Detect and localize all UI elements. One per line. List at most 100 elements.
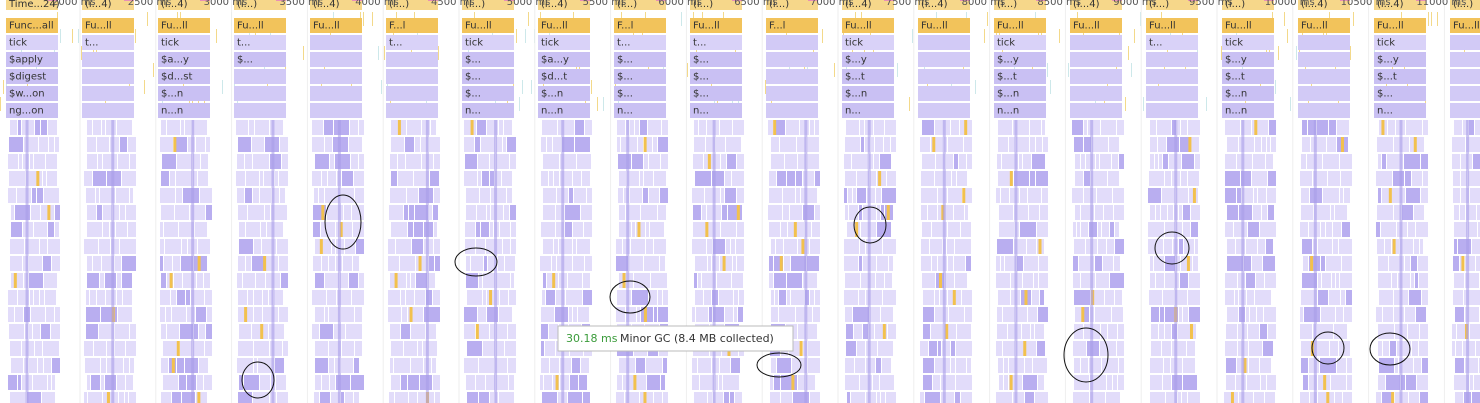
call-bar	[31, 307, 45, 322]
frame-bar	[1298, 86, 1350, 101]
call-bar	[29, 358, 37, 373]
call-bar	[103, 392, 118, 403]
call-bar	[796, 171, 802, 186]
event-tick	[144, 80, 145, 94]
call-bar	[1151, 324, 1158, 339]
call-bar	[1300, 324, 1312, 339]
frame-bar	[234, 103, 286, 118]
call-bar	[1378, 324, 1394, 339]
event-tick	[303, 46, 304, 60]
frame-label: $a...y	[161, 55, 189, 66]
call-bar	[1227, 307, 1238, 322]
call-bar	[1318, 290, 1328, 305]
call-bar	[1455, 358, 1464, 373]
call-bar	[921, 171, 934, 186]
gc-bar	[722, 256, 726, 271]
call-bar	[715, 375, 718, 390]
call-bar	[1401, 375, 1405, 390]
frame-label: $...	[617, 72, 633, 83]
call-bar	[111, 239, 119, 254]
call-bar	[1321, 256, 1325, 271]
call-bar	[191, 290, 204, 305]
call-bar	[955, 273, 967, 288]
gc-bar	[244, 307, 248, 322]
call-bar	[1165, 273, 1174, 288]
call-bar	[1472, 392, 1480, 403]
call-bar	[193, 341, 204, 356]
call-bar	[464, 358, 478, 373]
call-bar	[187, 307, 195, 322]
call-bar	[86, 307, 100, 322]
call-bar	[464, 171, 477, 186]
call-bar	[1405, 307, 1415, 322]
circle	[756, 352, 802, 378]
call-bar	[429, 205, 432, 220]
gc-bar	[552, 273, 556, 288]
call-bar	[263, 307, 278, 322]
call-bar	[1387, 154, 1403, 169]
call-bar	[725, 171, 731, 186]
call-bar	[353, 222, 364, 237]
call-bar	[1150, 375, 1162, 390]
call-bar	[41, 120, 47, 135]
call-bar	[552, 256, 556, 271]
frame-bar	[1222, 103, 1274, 118]
timer-bar	[158, 0, 210, 10]
event-tick	[1068, 63, 1069, 77]
call-bar	[465, 222, 475, 237]
call-bar	[708, 392, 712, 403]
call-bar	[889, 256, 893, 271]
call-bar	[1382, 392, 1394, 403]
call-bar	[55, 222, 59, 237]
call-bar	[426, 324, 436, 339]
frame-bar	[1146, 69, 1198, 84]
call-bar	[1302, 239, 1312, 254]
call-bar	[1038, 375, 1044, 390]
call-bar	[1074, 375, 1089, 390]
call-bar	[738, 307, 743, 322]
call-bar	[769, 188, 782, 203]
call-bar	[1088, 120, 1100, 135]
call-bar	[543, 188, 556, 203]
call-bar	[1454, 205, 1459, 220]
call-bar	[395, 392, 408, 403]
call-bar	[1302, 137, 1310, 152]
call-bar	[637, 307, 640, 322]
call-bar	[550, 358, 559, 373]
call-bar	[923, 290, 934, 305]
call-bar	[205, 290, 212, 305]
gc-bar	[1323, 375, 1327, 390]
call-bar	[617, 375, 622, 390]
call-bar	[719, 375, 722, 390]
call-bar	[1411, 273, 1414, 288]
call-bar	[391, 375, 400, 390]
call-bar	[957, 171, 967, 186]
call-bar	[938, 188, 947, 203]
gc-bar	[1391, 392, 1395, 403]
call-bar	[1314, 205, 1330, 220]
call-bar	[583, 273, 590, 288]
call-bar	[327, 290, 336, 305]
call-bar	[193, 154, 200, 169]
frame-bar	[1298, 69, 1350, 84]
call-bar	[791, 256, 806, 271]
call-bar	[324, 120, 333, 135]
call-bar	[616, 392, 624, 403]
call-bar	[490, 171, 494, 186]
call-bar	[428, 273, 435, 288]
event-tick	[597, 97, 598, 111]
circle	[609, 280, 651, 314]
call-bar	[491, 188, 506, 203]
stripe	[867, 120, 871, 403]
call-bar	[1377, 239, 1384, 254]
call-bar	[737, 188, 744, 203]
call-bar	[1468, 171, 1480, 186]
frame-bar	[234, 52, 286, 67]
call-bar	[654, 307, 657, 322]
event-tick	[525, 29, 526, 43]
call-bar	[23, 256, 28, 271]
call-bar	[1308, 120, 1316, 135]
call-bar	[196, 307, 206, 322]
call-bar	[717, 273, 731, 288]
call-bar	[997, 239, 1013, 254]
